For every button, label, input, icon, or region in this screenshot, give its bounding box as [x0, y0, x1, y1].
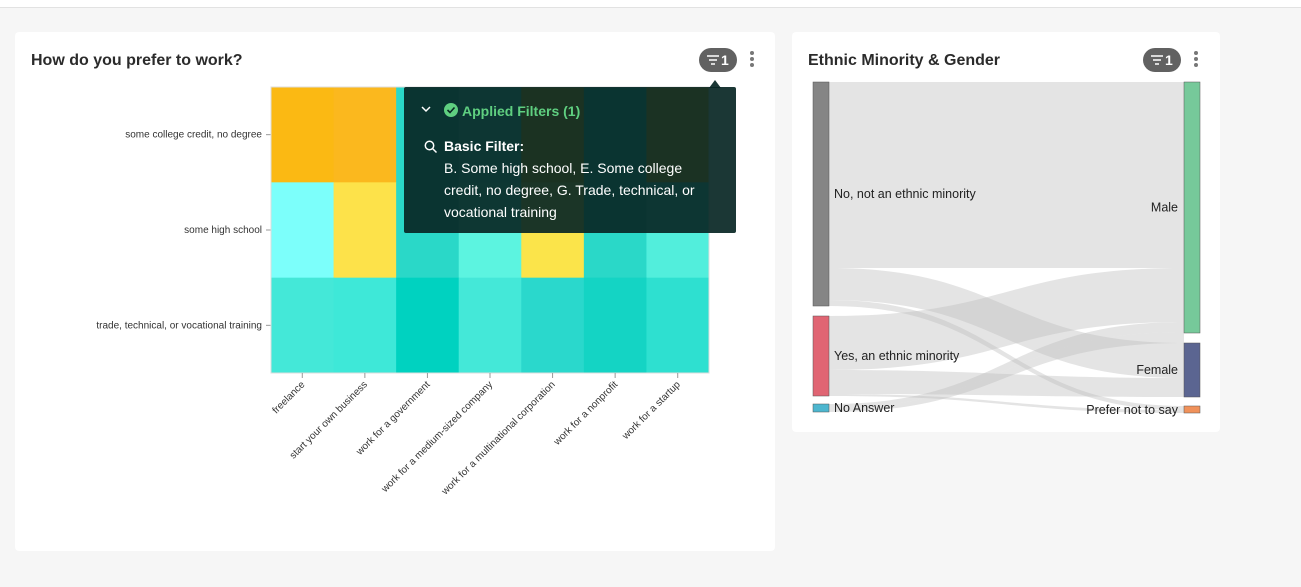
tooltip-heading: Applied Filters (1): [462, 103, 581, 119]
heatmap-cell: [271, 182, 335, 279]
column-label: freelance: [271, 379, 308, 416]
column-label: work for a medium-sized company: [379, 379, 495, 495]
sankey: No, not an ethnic minority Yes, an ethnic…: [812, 81, 1201, 417]
node-label: No, not an ethnic minority: [834, 187, 976, 201]
search-icon: [424, 140, 438, 154]
node-label: No Answer: [834, 401, 894, 415]
heatmap-cell: [521, 277, 585, 374]
sankey-node: [812, 81, 830, 307]
filter-label: Basic Filter:: [444, 138, 525, 154]
sankey-link: [829, 300, 1184, 410]
heatmap-cell: [333, 182, 397, 279]
heatmap-cell: [458, 277, 522, 374]
sankey-node: [1183, 342, 1201, 398]
heatmap-cell: [333, 277, 397, 374]
card: Ethnic Minority & Gender 1: [792, 32, 1220, 432]
sankey-link: [829, 268, 1184, 370]
sankey-link: [829, 332, 1184, 412]
menu-button[interactable]: [1194, 51, 1198, 69]
tooltip-icons: [421, 103, 458, 117]
sankey-link: [829, 268, 1184, 378]
badge-count: 1: [721, 52, 729, 68]
sankey-node: [1183, 405, 1201, 414]
column-label: work for a nonprofit: [551, 379, 620, 448]
sankey-node: [812, 403, 830, 413]
column-label: work for a multinational corporation: [439, 379, 558, 498]
node-label: Yes, an ethnic minority: [834, 349, 960, 363]
filter-icon: [707, 55, 719, 65]
top-bar: [0, 0, 1301, 8]
badge-count: 1: [1165, 52, 1173, 68]
heatmap-cell: [271, 277, 335, 374]
heatmap-cell: [646, 277, 710, 374]
card-title: How do you prefer to work?: [31, 52, 243, 69]
menu-button[interactable]: [750, 51, 754, 69]
heatmap-cell: [333, 87, 397, 183]
node-label: Female: [1136, 363, 1178, 377]
filter-badge[interactable]: 1: [1143, 48, 1181, 72]
sankey-link: [829, 82, 1184, 268]
sankey-link: [829, 322, 1184, 408]
node-label: Prefer not to say: [1086, 403, 1178, 417]
tooltip-arrow: [709, 80, 721, 88]
row-label: some college credit, no degree: [125, 130, 262, 141]
sankey-node: [1183, 81, 1201, 334]
filter-badge[interactable]: 1: [699, 48, 737, 72]
filter-tooltip: Applied Filters (1) Basic Filter: B. Som…: [404, 87, 736, 233]
node-label: Male: [1151, 201, 1178, 215]
sankey-node: [812, 315, 830, 397]
row-label: some high school: [184, 225, 262, 236]
filter-icon: [1151, 55, 1163, 65]
card-title: Ethnic Minority & Gender: [808, 52, 1001, 69]
sankey-link: [829, 370, 1184, 397]
heatmap-cell: [271, 87, 335, 183]
heatmap-cell: [396, 277, 460, 374]
filter-text: B. Some high school, E. Some college cre…: [444, 160, 695, 220]
row-label: trade, technical, or vocational training: [96, 320, 262, 331]
heatmap-cell: [583, 277, 647, 374]
column-label: work for a startup: [620, 379, 683, 442]
sankey-link: [829, 394, 1184, 413]
